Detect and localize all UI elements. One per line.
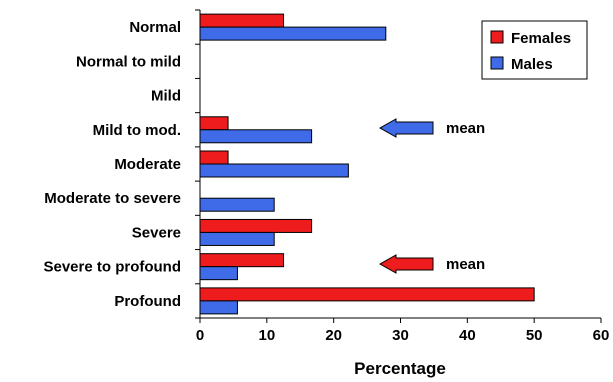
category-label-normal: Normal: [129, 19, 181, 36]
x-tick-label-0: 0: [196, 327, 204, 344]
legend-label-females: Females: [511, 30, 571, 47]
mean-label-males: mean: [446, 120, 485, 137]
mean-arrow-females: [378, 254, 434, 274]
category-label-moderate-to-severe: Moderate to severe: [44, 190, 181, 207]
category-label-severe-to-profound: Severe to profound: [43, 259, 181, 276]
legend: Females Males: [481, 20, 588, 80]
bar-females-severe-to-profound: [199, 253, 285, 268]
mean-annotation-males: mean: [378, 118, 485, 138]
category-label-severe: Severe: [132, 224, 181, 241]
bar-males-profound: [199, 300, 238, 315]
bar-females-normal: [199, 13, 285, 28]
category-label-mild-to-mod: Mild to mod.: [93, 122, 181, 139]
x-axis-title: Percentage: [354, 359, 446, 378]
x-tick-label-40: 40: [459, 327, 476, 344]
category-label-normal-to-mild: Normal to mild: [76, 53, 181, 70]
x-tick-label-10: 10: [258, 327, 275, 344]
category-label-mild: Mild: [151, 88, 181, 105]
x-tick-label-20: 20: [325, 327, 342, 344]
bar-females-profound: [199, 287, 535, 302]
mean-annotation-females: mean: [378, 254, 485, 274]
legend-swatch-females: [490, 30, 504, 44]
x-tick-label-60: 60: [593, 327, 610, 344]
bar-males-moderate-to-severe: [199, 197, 275, 212]
bar-males-mild-to-mod: [199, 129, 313, 144]
bar-males-normal: [199, 26, 387, 41]
category-labels: Normal Normal to mild Mild Mild to mod. Mode…: [43, 19, 181, 310]
bar-females-moderate: [199, 150, 229, 165]
mean-arrow-males: [378, 118, 434, 138]
category-label-moderate: Moderate: [114, 156, 181, 173]
x-ticks: 0 10 20 30 40 50 60: [196, 318, 610, 344]
mean-label-females: mean: [446, 256, 485, 273]
bar-females-severe: [199, 218, 313, 233]
legend-label-males: Males: [511, 56, 553, 73]
x-tick-label-50: 50: [526, 327, 543, 344]
bar-males-moderate: [199, 163, 349, 178]
x-tick-label-30: 30: [392, 327, 409, 344]
bar-males-severe-to-profound: [199, 266, 238, 281]
bar-males-severe: [199, 231, 275, 246]
legend-swatch-males: [490, 56, 504, 70]
category-label-profound: Profound: [114, 293, 181, 310]
bar-females-mild-to-mod: [199, 116, 229, 131]
